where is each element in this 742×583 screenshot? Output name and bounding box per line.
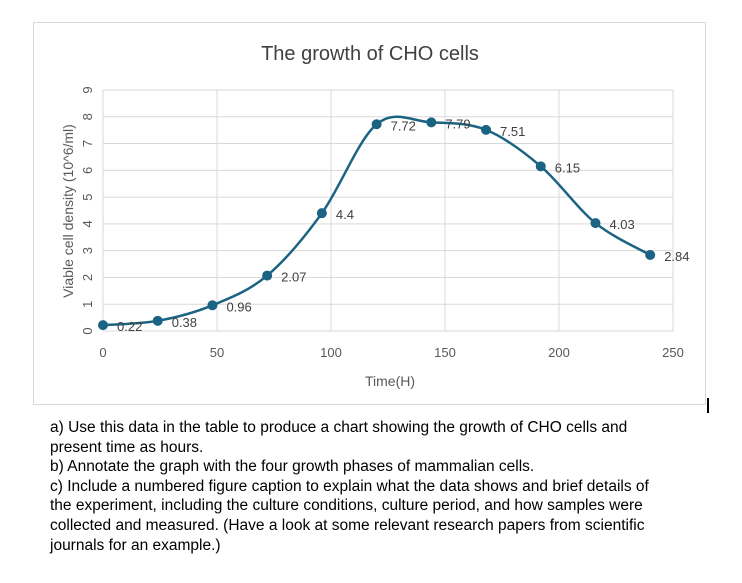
data-point [481, 124, 492, 135]
x-tick-label: 250 [662, 345, 684, 360]
data-label: 7.72 [391, 118, 416, 133]
data-label: 6.15 [555, 160, 580, 175]
y-axis-title: Viable cell density (10^6/ml) [60, 124, 76, 298]
task-a: a) Use this data in the table to produce… [50, 419, 628, 456]
data-point [262, 270, 273, 281]
chart-area[interactable] [33, 22, 706, 405]
chart-title: The growth of CHO cells [261, 43, 479, 65]
series-line [102, 115, 651, 327]
data-point [535, 161, 546, 172]
x-tick-label: 200 [548, 345, 570, 360]
data-label: 4.4 [336, 207, 354, 222]
x-tick-label: 150 [434, 345, 456, 360]
y-tick-label: 3 [80, 247, 95, 254]
x-tick-label: 50 [210, 345, 224, 360]
data-label: 0.38 [172, 315, 197, 330]
x-axis-title: Time(H) [365, 373, 415, 389]
data-label: 7.51 [500, 124, 525, 139]
data-point [316, 208, 327, 219]
data-label: 0.96 [226, 299, 251, 314]
data-point [207, 300, 218, 311]
data-point [98, 320, 108, 331]
y-tick-label: 9 [80, 86, 95, 93]
y-tick-label: 4 [80, 220, 95, 227]
task-b: b) Annotate the graph with the four grow… [50, 458, 535, 476]
y-tick-label: 2 [80, 274, 95, 281]
y-tick-label: 0 [80, 327, 95, 334]
x-tick-label: 0 [99, 345, 106, 360]
y-tick-label: 1 [80, 301, 95, 308]
y-tick-label: 8 [80, 113, 95, 120]
data-label: 7.79 [445, 116, 470, 131]
y-tick-label: 5 [80, 193, 95, 200]
data-label: 2.84 [664, 249, 689, 264]
data-point [590, 218, 601, 229]
growth-chart: The growth of CHO cells Time(H) Viable c… [60, 43, 690, 389]
text-cursor [707, 398, 709, 413]
data-label: 4.03 [609, 217, 634, 232]
data-label: 0.22 [117, 319, 142, 334]
data-point [645, 249, 656, 260]
task-instructions: a) Use this data in the table to produce… [50, 418, 650, 555]
task-c: c) Include a numbered figure caption to … [50, 477, 649, 554]
data-label: 2.07 [281, 270, 306, 285]
data-point [426, 117, 437, 128]
y-tick-label: 6 [80, 167, 95, 174]
y-tick-label: 7 [80, 140, 95, 147]
x-tick-label: 100 [320, 345, 342, 360]
data-point [152, 315, 163, 326]
data-point [371, 119, 382, 130]
